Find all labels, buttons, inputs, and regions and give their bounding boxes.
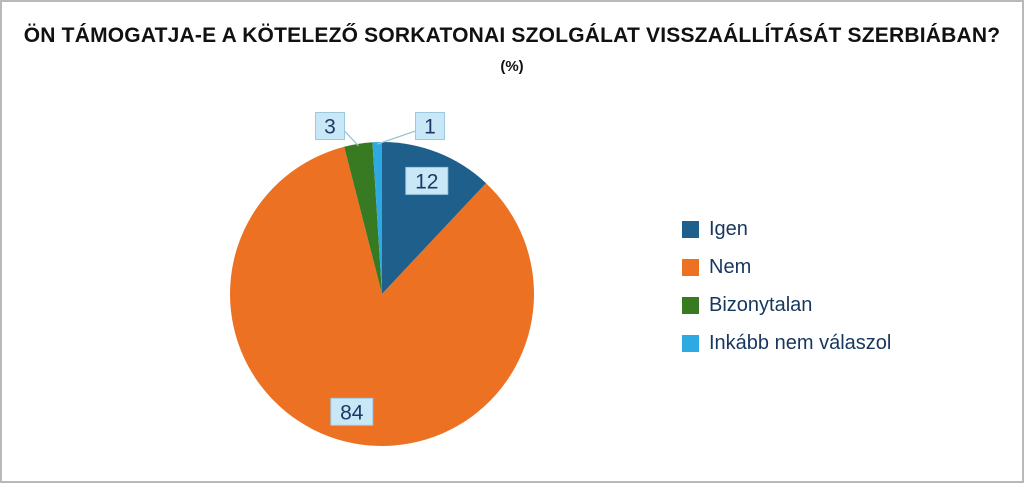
data-label: 1 — [415, 112, 445, 140]
pie-slice-1 — [230, 146, 535, 447]
pie-slice-2 — [344, 142, 382, 294]
data-label: 3 — [315, 112, 345, 140]
legend-item-igen: Igen — [682, 218, 891, 241]
svg-text:3: 3 — [324, 116, 336, 139]
chart-subtitle: (%) — [500, 58, 524, 75]
legend-item-nem: Nem — [682, 256, 891, 279]
data-label: 12 — [405, 166, 449, 195]
chart-title: ÖN TÁMOGATJA-E A KÖTELEZŐ SORKATONAI SZO… — [23, 24, 1001, 47]
legend-label: Nem — [709, 256, 752, 278]
svg-text:1: 1 — [424, 116, 436, 139]
data-label: 84 — [330, 397, 374, 426]
legend-item-inkabb-nem-valaszol: Inkább nem válaszol — [682, 332, 891, 355]
legend: Igen Nem Bizonytalan Inkább nem válaszol — [682, 218, 891, 355]
legend-swatch-icon — [682, 297, 699, 314]
legend-swatch-icon — [682, 335, 699, 352]
legend-label: Inkább nem válaszol — [709, 332, 892, 354]
legend-label: Igen — [709, 218, 748, 240]
label-leader-line — [377, 130, 416, 145]
svg-text:84: 84 — [340, 401, 364, 424]
svg-text:12: 12 — [415, 170, 438, 193]
label-leader-line — [344, 130, 359, 147]
legend-item-bizonytalan: Bizonytalan — [682, 294, 891, 317]
legend-swatch-icon — [682, 259, 699, 276]
pie-slice-3 — [372, 142, 382, 294]
legend-label: Bizonytalan — [709, 294, 813, 316]
legend-swatch-icon — [682, 221, 699, 238]
